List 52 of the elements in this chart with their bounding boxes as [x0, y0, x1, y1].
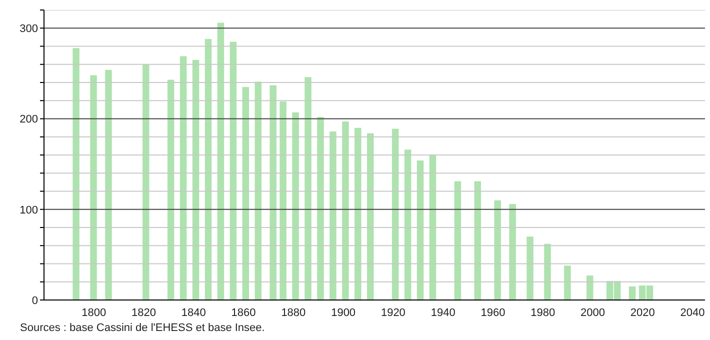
bar: [429, 155, 436, 300]
y-tick-label: 200: [20, 114, 38, 126]
bar: [526, 236, 534, 300]
bar: [416, 160, 424, 300]
bar: [454, 181, 462, 300]
bar: [564, 266, 571, 300]
bar: [330, 131, 336, 300]
bar: [509, 204, 516, 300]
x-tick-label: 1840: [181, 306, 206, 319]
x-tick-label: 1960: [480, 306, 506, 319]
bar: [404, 150, 412, 300]
bar: [105, 70, 112, 300]
bar: [544, 244, 551, 300]
x-tick-label: 2020: [630, 306, 655, 319]
bar: [392, 128, 399, 300]
x-tick-label: 2040: [680, 306, 705, 319]
bar: [317, 116, 324, 300]
bar: [354, 128, 362, 300]
bar: [280, 102, 286, 300]
bar: [474, 181, 482, 300]
bar: [270, 85, 276, 300]
bar: [586, 276, 594, 300]
bar: [292, 112, 299, 300]
x-tick-label: 1820: [132, 306, 156, 319]
bar: [192, 60, 200, 300]
bar: [242, 87, 250, 300]
bar: [628, 286, 636, 300]
x-tick-label: 1940: [430, 306, 456, 319]
bar: [304, 77, 312, 300]
bar: [254, 82, 262, 300]
x-tick-label: 1800: [82, 306, 106, 319]
x-tick-label: 1980: [530, 306, 556, 319]
bar: [142, 64, 150, 300]
y-tick-label: 0: [32, 294, 38, 307]
bar: [230, 42, 237, 300]
bar: [90, 75, 97, 300]
x-tick-label: 2000: [580, 306, 605, 319]
bar: [494, 200, 501, 300]
x-tick-label: 1880: [281, 306, 306, 319]
bar: [217, 22, 224, 300]
bar: [72, 48, 80, 300]
source-note: Sources : base Cassini de l'EHESS et base Insee.: [20, 322, 265, 334]
bar: [180, 56, 187, 300]
y-tick-label: 100: [20, 204, 38, 216]
y-tick-label: 300: [20, 23, 38, 36]
x-tick-label: 1860: [231, 306, 256, 319]
bar: [367, 133, 374, 300]
bar: [204, 39, 212, 300]
x-tick-label: 1900: [331, 306, 356, 319]
bar: [342, 121, 349, 300]
bar: [167, 80, 174, 300]
x-tick-label: 1920: [380, 306, 406, 319]
